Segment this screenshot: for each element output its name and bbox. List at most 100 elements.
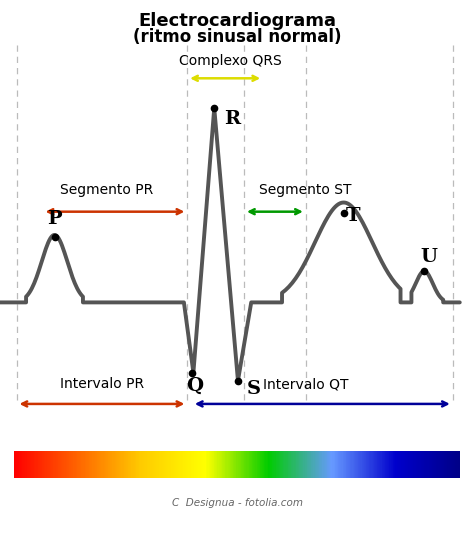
Bar <box>176 451 177 478</box>
Bar <box>269 451 270 478</box>
Bar <box>242 451 243 478</box>
Bar <box>174 451 175 478</box>
Bar <box>64 451 65 478</box>
Bar <box>211 451 212 478</box>
Bar <box>167 451 168 478</box>
Bar <box>324 451 325 478</box>
Bar <box>76 451 77 478</box>
Bar <box>258 451 259 478</box>
Bar <box>138 451 139 478</box>
Text: Q: Q <box>186 377 203 395</box>
Bar <box>277 451 278 478</box>
Bar <box>223 451 224 478</box>
Bar <box>419 451 421 478</box>
Bar <box>90 451 91 478</box>
Bar <box>79 451 80 478</box>
Bar <box>115 451 116 478</box>
Bar <box>366 451 367 478</box>
Bar <box>171 451 172 478</box>
Bar <box>440 451 441 478</box>
Bar <box>128 451 129 478</box>
Bar <box>233 451 234 478</box>
Bar <box>89 451 90 478</box>
Bar <box>308 451 309 478</box>
Bar <box>191 451 192 478</box>
Bar <box>298 451 299 478</box>
Bar <box>371 451 372 478</box>
Bar <box>349 451 350 478</box>
Bar <box>228 451 230 478</box>
Bar <box>340 451 341 478</box>
Bar <box>359 451 360 478</box>
Bar <box>424 451 425 478</box>
Bar <box>378 451 379 478</box>
Bar <box>433 451 434 478</box>
Bar <box>52 451 53 478</box>
Bar <box>180 451 181 478</box>
Bar <box>263 451 264 478</box>
Bar <box>157 451 158 478</box>
Bar <box>93 451 95 478</box>
Bar <box>192 451 193 478</box>
Bar <box>338 451 339 478</box>
Bar <box>343 451 344 478</box>
Bar <box>120 451 121 478</box>
Bar <box>253 451 255 478</box>
Bar <box>417 451 419 478</box>
Bar <box>117 451 118 478</box>
Bar <box>43 451 45 478</box>
Bar <box>237 451 239 478</box>
Bar <box>261 451 262 478</box>
Bar <box>429 451 431 478</box>
Bar <box>434 451 435 478</box>
Text: C  Designua - fotolia.com: C Designua - fotolia.com <box>172 497 302 508</box>
Bar <box>344 451 345 478</box>
Bar <box>280 451 281 478</box>
Bar <box>377 451 378 478</box>
Bar <box>82 451 83 478</box>
Bar <box>369 451 371 478</box>
Bar <box>444 451 445 478</box>
Bar <box>58 451 59 478</box>
Bar <box>287 451 288 478</box>
Bar <box>210 451 211 478</box>
Text: Segmento ST: Segmento ST <box>259 183 352 197</box>
Bar <box>283 451 284 478</box>
Bar <box>262 451 263 478</box>
Text: R: R <box>224 110 240 128</box>
Bar <box>279 451 280 478</box>
Bar <box>224 451 225 478</box>
Bar <box>129 451 130 478</box>
Bar <box>46 451 48 478</box>
Text: Electrocardiograma: Electrocardiograma <box>138 12 336 30</box>
Bar <box>184 451 185 478</box>
Text: Segmento PR: Segmento PR <box>60 183 153 197</box>
Bar <box>105 451 106 478</box>
Bar <box>240 451 241 478</box>
Bar <box>278 451 279 478</box>
Bar <box>414 451 415 478</box>
Bar <box>40 451 41 478</box>
Bar <box>247 451 249 478</box>
Bar <box>337 451 338 478</box>
Bar <box>97 451 98 478</box>
Bar <box>202 451 203 478</box>
Bar <box>33 451 34 478</box>
Bar <box>146 451 147 478</box>
Bar <box>26 451 27 478</box>
Bar <box>405 451 406 478</box>
Bar <box>15 451 17 478</box>
Bar <box>318 451 319 478</box>
Bar <box>45 451 46 478</box>
Bar <box>382 451 383 478</box>
Bar <box>302 451 303 478</box>
Bar <box>350 451 351 478</box>
Bar <box>125 451 126 478</box>
Bar <box>49 451 50 478</box>
Bar <box>456 451 457 478</box>
Bar <box>212 451 213 478</box>
Bar <box>110 451 111 478</box>
Bar <box>17 451 18 478</box>
Bar <box>354 451 355 478</box>
Bar <box>80 451 81 478</box>
